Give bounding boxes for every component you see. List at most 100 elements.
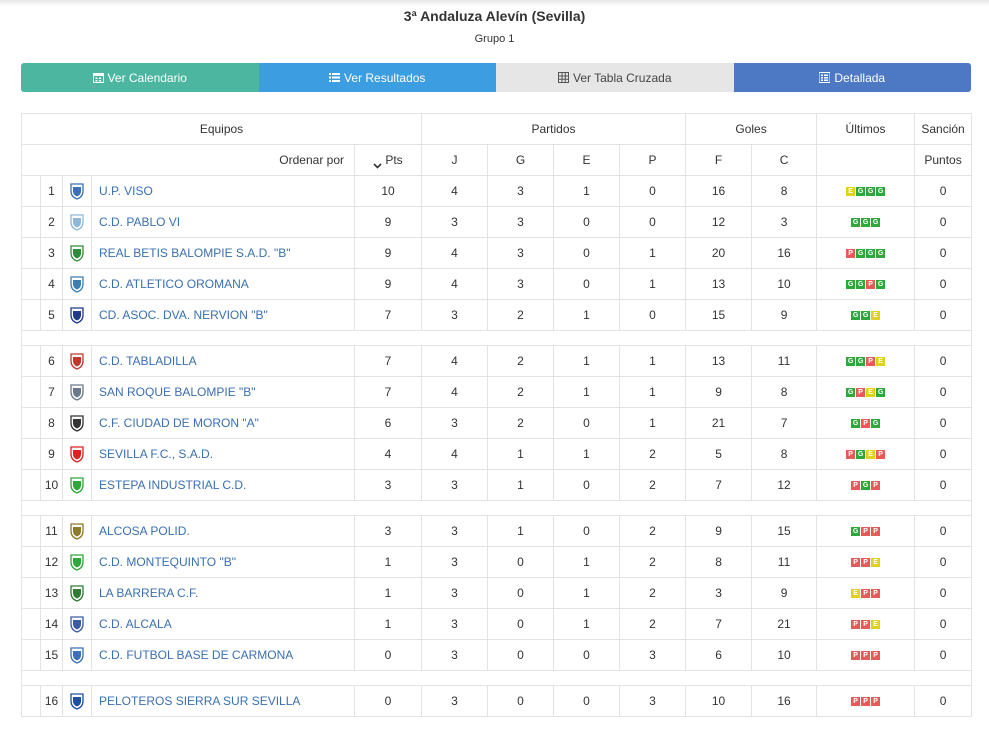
form-badge: P: [861, 620, 871, 630]
team-link[interactable]: C.D. MONTEQUINTO "B": [99, 555, 236, 569]
sort-pts-header[interactable]: Pts: [354, 144, 422, 176]
team-name-cell: C.D. FUTBOL BASE DE CARMONA: [91, 639, 355, 671]
separator-cell: [20, 670, 973, 686]
sort-f-header[interactable]: F: [685, 144, 753, 176]
team-link[interactable]: C.D. ALCALA: [99, 617, 172, 631]
row-spacer-cell: [21, 438, 41, 470]
drawn-cell: 0: [553, 407, 620, 439]
played-cell: 3: [421, 608, 488, 640]
team-shield-cell: [62, 268, 92, 300]
form-badge: E: [866, 450, 876, 460]
order-by-label: Ordenar por: [21, 144, 355, 176]
drawn-cell: 1: [553, 299, 620, 331]
table-row: 14 C.D. ALCALA 1 3 0 1 2 7 21 P P E 0: [21, 608, 973, 640]
goals-against-cell: 16: [751, 237, 818, 269]
team-link[interactable]: REAL BETIS BALOMPIE S.A.D. "B": [99, 246, 291, 260]
standings-table: Equipos Partidos Goles Últimos Sanción O…: [20, 113, 973, 717]
team-shield-icon: [69, 414, 85, 432]
team-link[interactable]: C.D. ATLETICO OROMANA: [99, 277, 249, 291]
form-badge: P: [861, 651, 871, 661]
team-shield-cell: [62, 438, 92, 470]
sanction-cell: 0: [914, 237, 973, 269]
team-link[interactable]: SEVILLA F.C., S.A.D.: [99, 447, 214, 461]
team-shield-icon: [69, 692, 85, 710]
form-badge: G: [861, 311, 871, 321]
team-link[interactable]: C.D. TABLADILLA: [99, 354, 197, 368]
chevron-down-icon: [373, 158, 382, 169]
form-badge: E: [866, 388, 876, 398]
goals-for-cell: 21: [685, 407, 753, 439]
position-cell: 8: [40, 407, 63, 439]
goals-for-cell: 7: [685, 608, 753, 640]
position-cell: 6: [40, 345, 63, 377]
drawn-cell: 0: [553, 206, 620, 238]
won-cell: 3: [487, 237, 554, 269]
won-cell: 1: [487, 469, 554, 501]
goals-against-cell: 21: [751, 608, 818, 640]
table-row: 8 C.F. CIUDAD DE MORON "A" 6 3 2 0 1 21 7 G P G 0: [21, 407, 973, 439]
form-badge: P: [846, 249, 856, 259]
row-spacer-cell: [21, 469, 41, 501]
tab-calendar[interactable]: Ver Calendario: [21, 63, 259, 92]
row-spacer-cell: [21, 206, 41, 238]
team-link[interactable]: SAN ROQUE BALOMPIE "B": [99, 385, 256, 399]
sort-e-header[interactable]: E: [553, 144, 620, 176]
form-badge: G: [876, 249, 886, 259]
team-shield-icon: [69, 182, 85, 200]
goals-against-cell: 16: [751, 685, 818, 717]
table-icon: [557, 72, 569, 83]
team-link[interactable]: U.P. VISO: [99, 184, 153, 198]
won-cell: 0: [487, 546, 554, 578]
team-shield-cell: [62, 639, 92, 671]
tab-cross-table[interactable]: Ver Tabla Cruzada: [496, 63, 734, 92]
goals-for-cell: 12: [685, 206, 753, 238]
table-row: 4 C.D. ATLETICO OROMANA 9 4 3 0 1 13 10 G G P G 0: [21, 268, 973, 300]
drawn-cell: 1: [553, 546, 620, 578]
sanction-cell: 0: [914, 268, 973, 300]
table-row: 1 U.P. VISO 10 4 3 1 0 16 8 E G G G 0: [21, 175, 973, 207]
form-badge: P: [861, 419, 871, 429]
sort-p-header[interactable]: P: [618, 144, 687, 176]
drawn-cell: 1: [553, 577, 620, 609]
lost-cell: 1: [618, 268, 687, 300]
team-link[interactable]: ALCOSA POLID.: [99, 524, 190, 538]
position-cell: 5: [40, 299, 63, 331]
won-cell: 1: [487, 515, 554, 547]
form-badge: G: [856, 280, 866, 290]
team-name-cell: SEVILLA F.C., S.A.D.: [91, 438, 355, 470]
played-cell: 3: [421, 206, 488, 238]
points-cell: 7: [354, 345, 422, 377]
form-badge: G: [861, 481, 871, 491]
sort-j-header[interactable]: J: [421, 144, 488, 176]
group-separator: [20, 500, 973, 516]
lost-cell: 1: [618, 407, 687, 439]
form-badge: G: [851, 311, 861, 321]
goals-for-cell: 8: [685, 546, 753, 578]
won-cell: 3: [487, 268, 554, 300]
form-badge: G: [866, 249, 876, 259]
team-link[interactable]: C.D. FUTBOL BASE DE CARMONA: [99, 648, 294, 662]
lost-cell: 0: [618, 299, 687, 331]
team-link[interactable]: C.F. CIUDAD DE MORON "A": [99, 416, 259, 430]
sort-c-header[interactable]: C: [751, 144, 818, 176]
form-badge: E: [871, 558, 881, 568]
form-badge: E: [851, 589, 861, 599]
team-link[interactable]: ESTEPA INDUSTRIAL C.D.: [99, 478, 247, 492]
sanction-cell: 0: [914, 608, 973, 640]
won-cell: 3: [487, 175, 554, 207]
tab-results[interactable]: Ver Resultados: [258, 63, 496, 92]
goals-against-cell: 8: [751, 175, 818, 207]
drawn-cell: 0: [553, 515, 620, 547]
team-link[interactable]: C.D. PABLO VI: [99, 215, 181, 229]
team-link[interactable]: CD. ASOC. DVA. NERVION "B": [99, 308, 268, 322]
tab-detailed[interactable]: Detallada: [733, 63, 971, 92]
view-tabs: Ver Calendario Ver Resultados Ver Tabla …: [21, 63, 971, 92]
form-badge: G: [861, 218, 871, 228]
team-link[interactable]: LA BARRERA C.F.: [99, 586, 199, 600]
sort-g-header[interactable]: G: [487, 144, 554, 176]
team-link[interactable]: PELOTEROS SIERRA SUR SEVILLA: [99, 694, 301, 708]
goals-against-cell: 10: [751, 268, 818, 300]
